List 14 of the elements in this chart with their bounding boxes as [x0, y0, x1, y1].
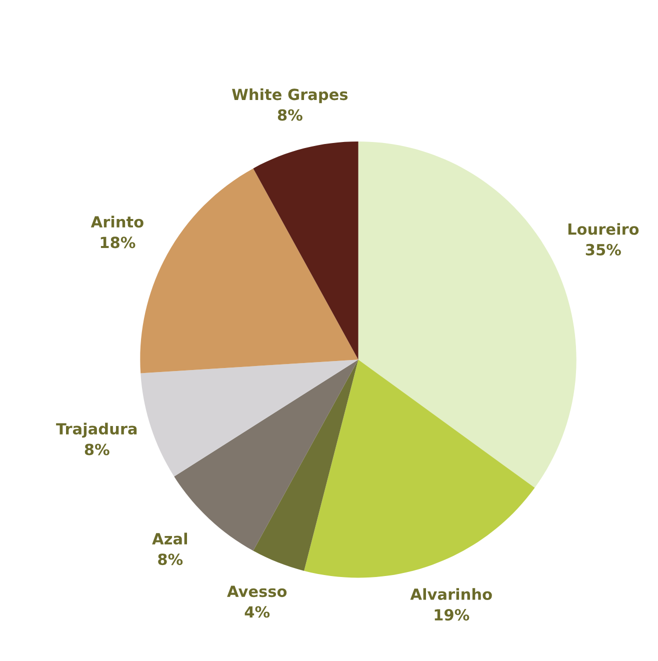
slice-label: Avesso [227, 586, 287, 598]
slice-label: Trajadura [56, 422, 137, 438]
data-label: 8% [84, 444, 110, 456]
data-label: 35% [586, 244, 621, 256]
slice-label: Alvarinho [410, 588, 492, 600]
data-label: 8% [158, 554, 183, 566]
data-label: 19% [434, 609, 470, 621]
slice-label: White Grapes [232, 88, 348, 104]
data-label: 4% [244, 606, 270, 618]
slice-label: Azal [152, 532, 187, 545]
data-label: 8% [278, 109, 302, 121]
data-label: 18% [100, 236, 136, 248]
slice-label: Loureiro [568, 223, 639, 235]
slice-label: Arinto [90, 216, 144, 228]
